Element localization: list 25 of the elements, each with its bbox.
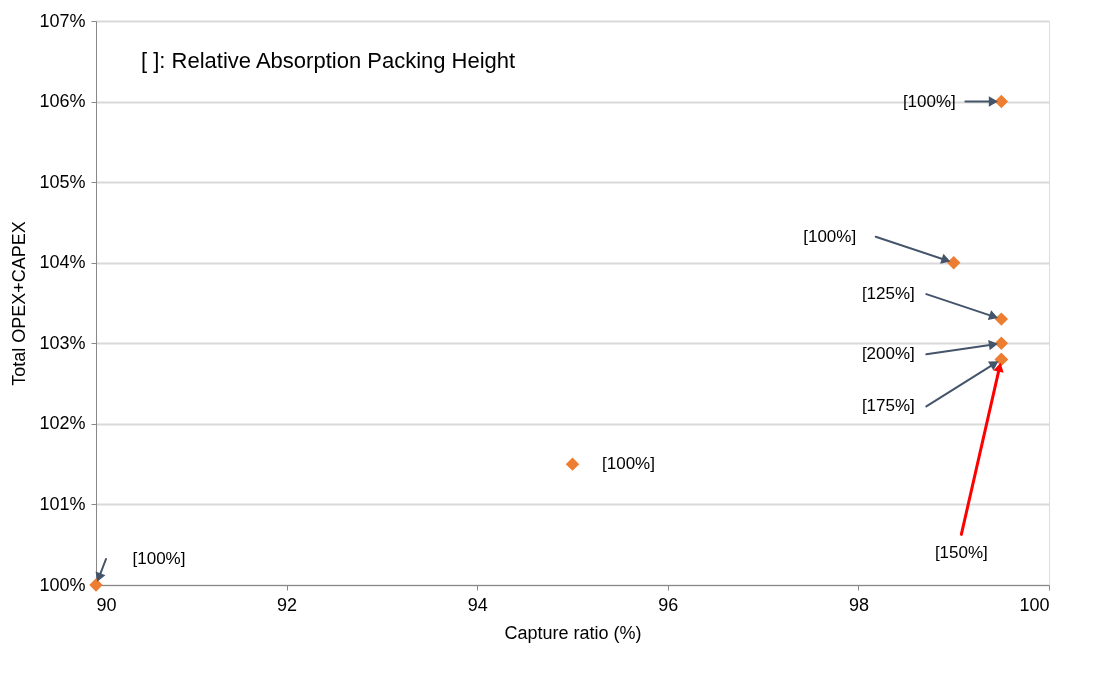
annotation: [175%]: [861, 396, 915, 416]
x-tick-label: 98: [848, 594, 869, 615]
x-tick-label: 90: [96, 594, 117, 615]
y-tick-label: 101%: [39, 493, 86, 514]
annotation: [125%]: [861, 284, 915, 304]
x-tick-label: 96: [658, 594, 679, 615]
annotation: [150%]: [934, 543, 988, 563]
annotation: [ ]: Relative Absorption Packing Height: [141, 48, 516, 73]
x-axis-title: Capture ratio (%): [504, 622, 642, 643]
y-tick-label: 105%: [39, 171, 86, 192]
annotation: [100%]: [803, 226, 857, 246]
x-tick-label: 100: [1019, 594, 1050, 615]
x-tick-label: 94: [467, 594, 488, 615]
x-tick-label: 92: [277, 594, 298, 615]
y-tick-label: 103%: [39, 332, 86, 353]
annotation: [100%]: [602, 454, 655, 474]
y-tick-label: 100%: [39, 574, 86, 595]
annotation: [200%]: [861, 344, 915, 364]
y-tick-label: 106%: [39, 91, 86, 112]
y-tick-label: 104%: [39, 252, 86, 273]
annotation: [100%]: [132, 549, 186, 568]
annotation: [100%]: [902, 91, 956, 111]
y-tick-label: 107%: [39, 10, 86, 31]
y-axis-title: Total OPEX+CAPEX: [9, 221, 30, 386]
y-tick-label: 102%: [39, 413, 86, 434]
